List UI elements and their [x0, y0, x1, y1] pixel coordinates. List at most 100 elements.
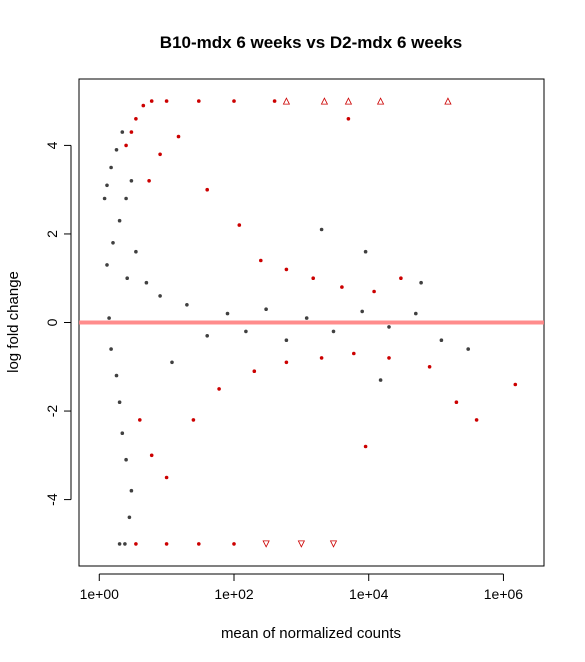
clipped-down-marker: [262, 540, 270, 548]
nonsignificant-point: [378, 378, 383, 382]
significant-point: [129, 130, 134, 134]
y-tick-label: -2: [44, 405, 60, 418]
y-axis: -4 -2 0 2 4: [44, 141, 72, 506]
nonsignificant-point: [244, 329, 248, 334]
nonsignificant-point: [114, 373, 119, 378]
significant-point: [252, 369, 257, 374]
nonsignificant-point: [225, 311, 230, 316]
significant-point: [134, 542, 138, 546]
nonsignificant-point: [439, 338, 444, 343]
significant-points: [124, 99, 518, 546]
clipped-up-marker: [320, 97, 329, 105]
significant-point: [164, 542, 169, 546]
significant-point: [259, 258, 263, 263]
nonsignificant-point: [129, 488, 134, 493]
significant-point: [319, 356, 324, 360]
significant-point: [513, 382, 518, 387]
significant-point: [191, 418, 196, 422]
significant-point: [474, 418, 479, 422]
significant-point: [164, 99, 169, 103]
significant-point: [164, 475, 169, 480]
nonsignificant-point: [304, 316, 309, 320]
nonsignificant-point: [129, 179, 134, 183]
clipped-up-marker: [344, 97, 353, 105]
nonsignificant-point: [387, 325, 391, 329]
nonsignificant-point: [170, 360, 174, 365]
nonsignificant-point: [331, 329, 336, 334]
significant-point: [272, 99, 277, 103]
significant-point: [147, 179, 151, 183]
nonsignificant-point: [205, 334, 209, 338]
x-tick-label: 1e+00: [80, 586, 120, 602]
nonsignificant-point: [158, 294, 162, 298]
nonsignificant-point: [105, 183, 109, 188]
nonsignificant-point: [414, 311, 418, 316]
y-tick-label: 0: [44, 318, 60, 326]
significant-point: [232, 542, 236, 546]
significant-point: [176, 134, 181, 139]
clipped-down-marker: [297, 540, 306, 548]
significant-point: [387, 356, 391, 360]
significant-point: [197, 99, 201, 103]
chart-title: B10-mdx 6 weeks vs D2-mdx 6 weeks: [160, 33, 462, 52]
nonsignificant-point: [109, 347, 113, 351]
nonsignificant-point: [111, 241, 115, 245]
nonsignificant-point: [127, 515, 132, 520]
nonsignificant-point: [419, 280, 423, 285]
significant-point: [232, 99, 236, 103]
significant-point: [124, 143, 128, 148]
nonsignificant-point: [466, 347, 471, 351]
significant-point: [158, 152, 162, 157]
x-axis-label: mean of normalized counts: [221, 625, 401, 642]
significant-point: [134, 117, 138, 121]
nonsignificant-point: [363, 249, 368, 254]
y-tick-label: -4: [44, 493, 60, 506]
nonsignificant-point: [319, 227, 324, 232]
significant-point: [311, 276, 316, 281]
nonsignificant-point: [120, 431, 125, 436]
nonsignificant-point: [124, 457, 128, 462]
significant-point: [346, 117, 351, 121]
clipped-points: [262, 97, 452, 548]
nonsignificant-point: [125, 276, 129, 281]
significant-point: [399, 276, 403, 281]
nonsignificant-point: [123, 542, 127, 546]
significant-point: [141, 103, 146, 108]
nonsignificant-point: [114, 148, 119, 152]
significant-point: [217, 387, 221, 391]
nonsignificant-point: [185, 303, 189, 307]
nonsignificant-point: [117, 542, 122, 546]
y-axis-label: log fold change: [5, 271, 22, 373]
nonsignificant-point: [124, 196, 128, 201]
clipped-up-marker: [282, 97, 291, 105]
nonsignificant-point: [102, 196, 107, 201]
significant-point: [149, 99, 154, 103]
y-tick-label: 4: [44, 141, 60, 149]
y-tick-label: 2: [44, 230, 60, 238]
significant-point: [340, 285, 344, 289]
significant-point: [427, 365, 432, 369]
significant-point: [352, 351, 356, 356]
nonsignificant-point: [117, 400, 122, 405]
x-tick-label: 1e+04: [349, 586, 389, 602]
significant-point: [363, 444, 368, 449]
nonsignificant-point: [284, 338, 289, 343]
significant-point: [138, 418, 142, 422]
significant-point: [284, 360, 289, 365]
x-axis: 1e+00 1e+02 1e+04 1e+06: [80, 573, 523, 602]
nonsignificant-point: [120, 130, 125, 134]
nonsignificant-point: [360, 309, 365, 314]
clipped-down-marker: [329, 540, 338, 548]
nonsignificant-point: [117, 218, 122, 223]
nonsignificant-point: [105, 263, 109, 267]
clipped-up-marker: [376, 97, 385, 105]
nonsignificant-point: [107, 316, 111, 320]
significant-point: [149, 453, 154, 458]
significant-point: [205, 187, 209, 192]
significant-point: [237, 223, 242, 227]
significant-point: [454, 400, 459, 405]
nonsignificant-point: [109, 165, 113, 170]
significant-point: [197, 542, 201, 546]
significant-point: [284, 267, 289, 272]
